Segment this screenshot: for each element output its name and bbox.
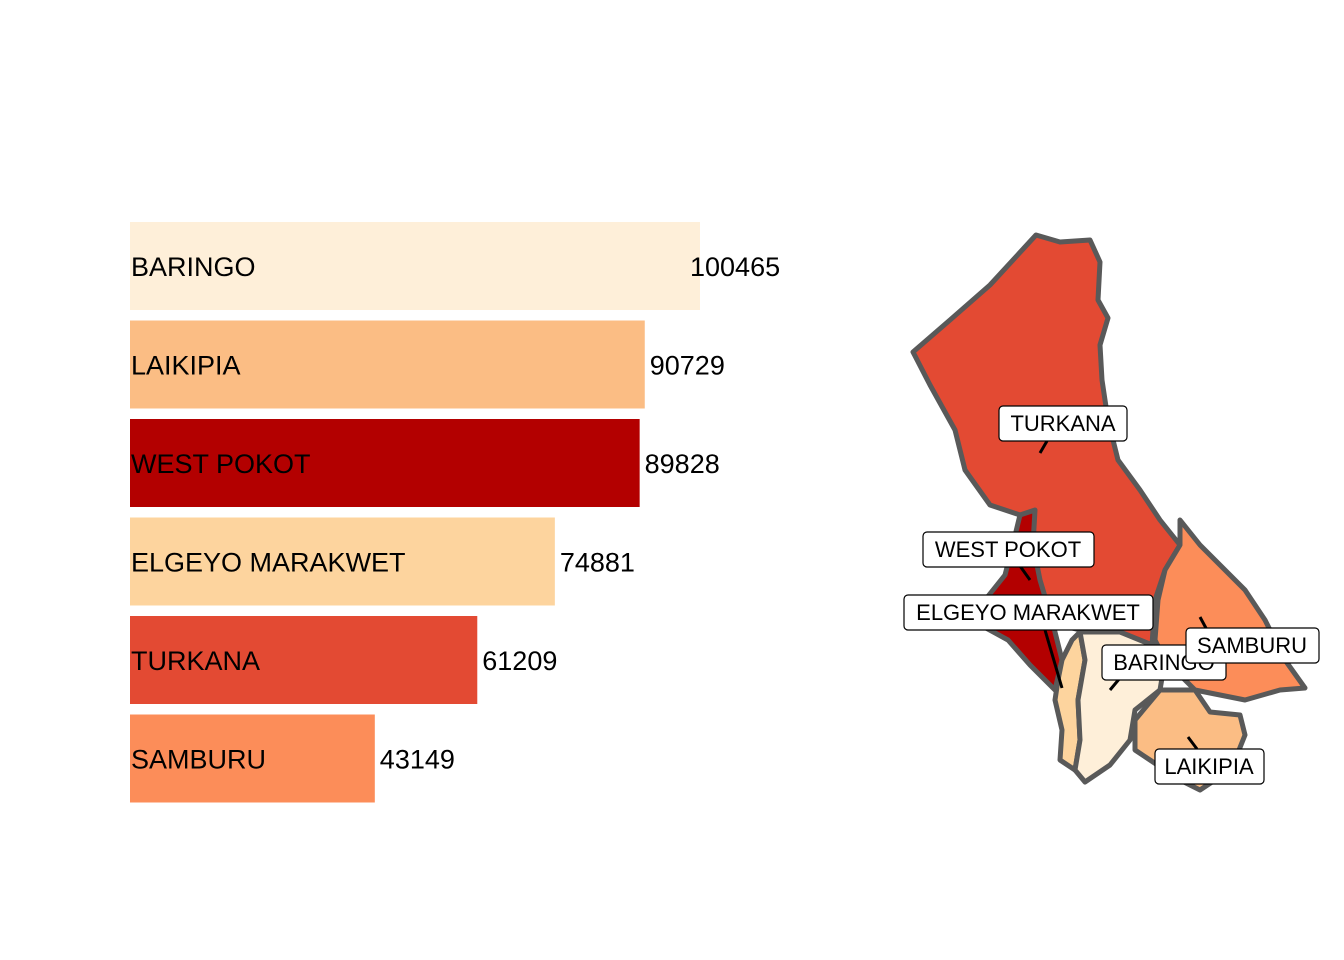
map-label-baringo: BARINGO [1101, 644, 1227, 681]
map-label-elgeyo-marakwet-text: ELGEYO MARAKWET [916, 600, 1140, 625]
bar-value-label: 61209 [482, 646, 557, 676]
bar-value-label: 43149 [380, 745, 455, 775]
map-label-baringo-text: BARINGO [1113, 650, 1214, 675]
leader-line-elgeyo-marakwet [1043, 629, 1064, 689]
bar-value-label: 90729 [650, 351, 725, 381]
map-leader-lines [1018, 440, 1209, 750]
map-region-laikipia [1132, 687, 1248, 793]
leader-line-laikipia [1186, 736, 1199, 750]
map-label-laikipia-text: LAIKIPIA [1164, 754, 1254, 779]
map-regions [910, 232, 1308, 793]
leader-line-turkana [1038, 440, 1049, 454]
map-region-baringo [1072, 629, 1168, 785]
map-label-turkana: TURKANA [998, 405, 1128, 442]
map-label-turkana-text: TURKANA [1010, 411, 1115, 436]
bar-category-label: SAMBURU [131, 745, 266, 775]
map-label-samburu: SAMBURU [1185, 627, 1320, 664]
bar-category-label: BARINGO [131, 252, 256, 282]
bar-west-pokot [130, 419, 640, 507]
map-label-west-pokot: WEST POKOT [922, 531, 1095, 568]
map-label-elgeyo-marakwet: ELGEYO MARAKWET [903, 594, 1154, 631]
bar-value-label: 89828 [645, 449, 720, 479]
bar-value-label: 100465 [690, 252, 780, 282]
bar-samburu [130, 714, 375, 803]
map-region-west-pokot [972, 507, 1065, 693]
leader-line-west-pokot [1018, 565, 1032, 581]
map-region-elgeyo-marakwet [1052, 629, 1088, 773]
bar-baringo [130, 222, 700, 310]
map-label-samburu-text: SAMBURU [1197, 633, 1307, 658]
bar-turkana [130, 616, 478, 704]
leader-line-baringo [1108, 677, 1122, 691]
leader-line-samburu [1198, 616, 1209, 631]
bar-chart: BARINGO 100465 LAIKIPIA 90729 WEST POKOT 8982… [130, 222, 780, 803]
bar-category-label: WEST POKOT [131, 449, 311, 479]
bar-value-label: 74881 [560, 548, 635, 578]
map-labels: TURKANA WEST POKOT ELGEYO MARAKWET BARIN… [903, 405, 1320, 785]
map-region-samburu [1152, 517, 1308, 703]
map-label-laikipia: LAIKIPIA [1154, 748, 1265, 785]
bar-category-label: ELGEYO MARAKWET [131, 548, 406, 578]
bar-elgeyo-marakwet [130, 517, 555, 606]
map-region-turkana [910, 232, 1183, 648]
bar-category-label: LAIKIPIA [131, 351, 241, 381]
bar-laikipia [130, 320, 645, 409]
map-label-west-pokot-text: WEST POKOT [935, 537, 1081, 562]
bar-category-label: TURKANA [131, 646, 260, 676]
